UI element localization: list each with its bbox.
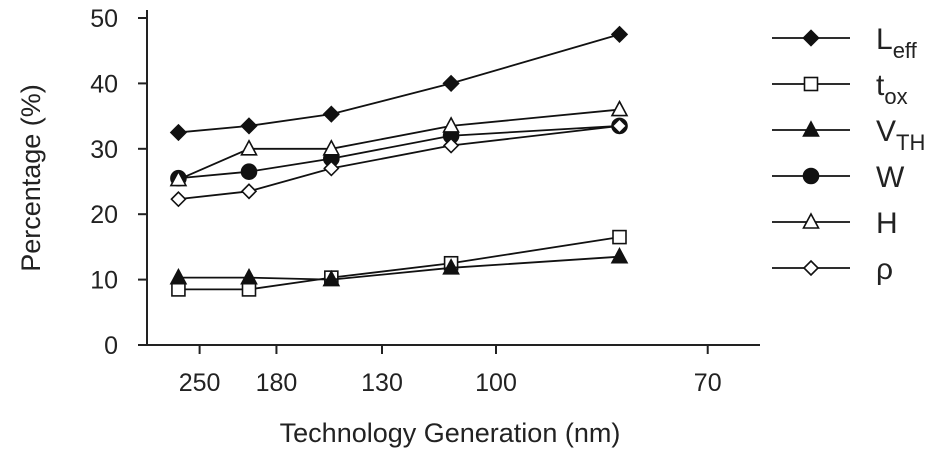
data-point bbox=[240, 183, 258, 200]
data-point bbox=[442, 116, 460, 133]
legend-item: Leff bbox=[772, 23, 918, 63]
data-point bbox=[240, 267, 258, 285]
data-point bbox=[241, 282, 257, 297]
legend-label-sub: eff bbox=[893, 38, 918, 63]
data-point bbox=[612, 229, 627, 245]
legend-label: H bbox=[876, 207, 898, 240]
legend-label-main: W bbox=[876, 161, 905, 194]
legend-label: tox bbox=[876, 69, 908, 109]
data-point bbox=[170, 191, 187, 208]
legend-marker bbox=[802, 29, 820, 47]
y-tick-label: 40 bbox=[90, 70, 118, 98]
x-tick-label: 130 bbox=[361, 369, 403, 397]
legend-marker bbox=[802, 167, 820, 185]
y-tick-label: 10 bbox=[90, 267, 118, 295]
series-2 bbox=[169, 247, 629, 287]
legend-marker bbox=[802, 212, 820, 229]
legend-label-main: L bbox=[876, 23, 893, 56]
legend-label-main: H bbox=[876, 207, 898, 240]
legend-item: VTH bbox=[772, 115, 925, 155]
data-point bbox=[611, 117, 628, 135]
y-tick-label: 30 bbox=[90, 136, 118, 164]
data-point bbox=[169, 123, 188, 142]
data-point bbox=[322, 105, 340, 123]
legend-label: W bbox=[876, 161, 905, 194]
data-point bbox=[240, 163, 258, 180]
series-1 bbox=[171, 229, 627, 297]
legend-label-sub: TH bbox=[896, 130, 925, 155]
x-axis-title: Technology Generation (nm) bbox=[280, 418, 621, 448]
data-point bbox=[610, 25, 629, 43]
series-0 bbox=[169, 25, 629, 142]
legend-label-main: t bbox=[876, 69, 885, 102]
y-axis-title: Percentage (%) bbox=[16, 84, 46, 272]
y-tick-label: 0 bbox=[104, 332, 118, 360]
legend-label: Leff bbox=[876, 23, 918, 63]
legend-label-sub: ox bbox=[884, 84, 907, 109]
data-point bbox=[322, 269, 341, 287]
series-4 bbox=[169, 99, 629, 187]
series-line bbox=[178, 255, 620, 281]
legend-item: tox bbox=[772, 69, 908, 109]
legend-label: VTH bbox=[876, 115, 925, 155]
y-tick-label: 20 bbox=[90, 201, 118, 229]
x-tick-label: 70 bbox=[694, 369, 722, 397]
data-point bbox=[442, 258, 460, 275]
axes bbox=[146, 10, 760, 346]
x-ticks: 250 180 130 100 70 bbox=[179, 345, 722, 397]
data-point bbox=[610, 247, 629, 264]
data-point bbox=[323, 160, 340, 177]
x-tick-label: 100 bbox=[475, 369, 517, 397]
data-point bbox=[322, 139, 341, 156]
series-5 bbox=[170, 117, 628, 208]
x-tick-label: 180 bbox=[256, 369, 298, 397]
y-tick-label: 50 bbox=[90, 5, 118, 33]
legend-marker bbox=[802, 259, 820, 277]
plot-area bbox=[169, 25, 629, 297]
data-point bbox=[169, 267, 188, 285]
legend-label: ρ bbox=[876, 253, 893, 286]
legend-item: W bbox=[772, 161, 905, 194]
series-line bbox=[178, 33, 620, 134]
legend-marker bbox=[803, 76, 819, 92]
data-point bbox=[171, 282, 186, 297]
data-point bbox=[442, 137, 460, 154]
data-point bbox=[240, 139, 258, 156]
data-point bbox=[610, 99, 629, 117]
x-tick-label: 250 bbox=[179, 369, 221, 397]
legend-marker bbox=[802, 120, 820, 137]
legend-item: ρ bbox=[772, 253, 893, 286]
data-point bbox=[169, 169, 188, 187]
legend-label-main: V bbox=[876, 115, 896, 148]
legend-label-main: ρ bbox=[876, 253, 893, 286]
data-point bbox=[442, 74, 460, 93]
legend-item: H bbox=[772, 207, 898, 240]
data-point bbox=[240, 117, 258, 135]
y-ticks: 0 10 20 30 40 50 bbox=[90, 5, 147, 360]
